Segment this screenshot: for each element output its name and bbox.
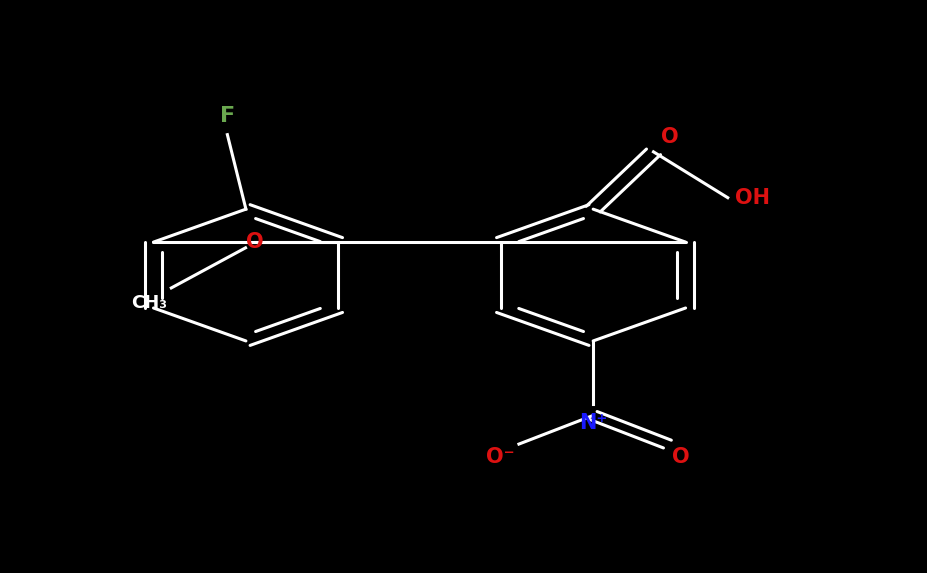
Text: O: O (246, 232, 263, 252)
Text: OH: OH (734, 188, 769, 207)
Text: CH₃: CH₃ (131, 293, 167, 312)
Text: O: O (671, 447, 689, 467)
Text: N⁺: N⁺ (578, 413, 606, 433)
Text: O: O (660, 127, 678, 147)
Text: O⁻: O⁻ (485, 447, 514, 467)
Text: F: F (220, 106, 235, 126)
